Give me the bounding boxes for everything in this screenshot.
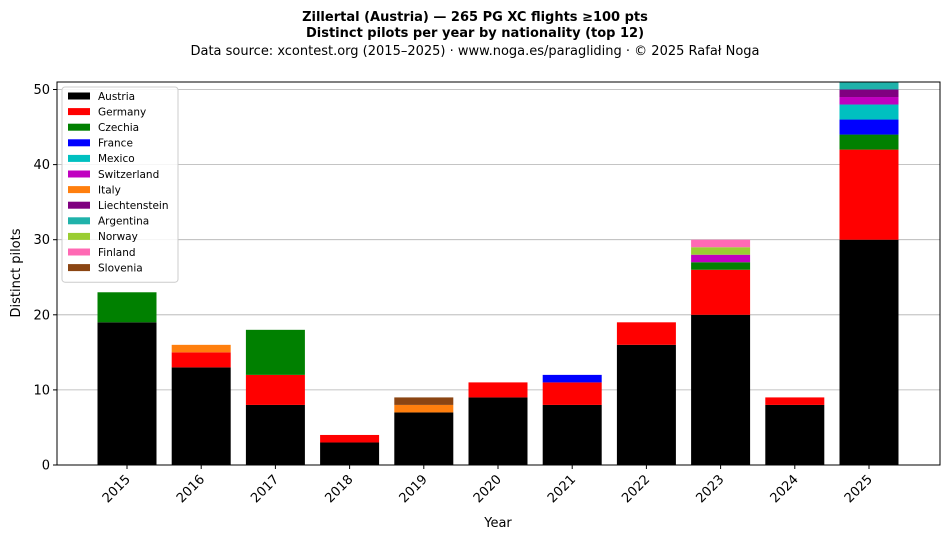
x-tick-label: 2022 [619,472,653,506]
legend-entry: Norway [98,231,138,243]
legend-swatch [68,248,90,256]
x-tick-label: 2019 [397,472,431,506]
bar-segment-austria-2023 [691,314,751,465]
bar-segment-italy-2019 [394,404,454,413]
y-tick-label: 0 [42,459,50,474]
bar-segment-austria-2020 [468,397,528,465]
bar-segment-austria-2015 [97,322,157,465]
legend-box [61,86,179,283]
bars-group [97,82,899,465]
bar-segment-germany-2024 [765,397,825,405]
bar-segment-czechia-2025 [839,134,899,150]
x-tick-label: 2025 [842,472,876,506]
bar-segment-italy-2016 [171,344,231,353]
bar-segment-czechia-2023 [691,262,751,270]
x-axis-ticks: 2015 2016 2017 2018 2019 2020 2021 2022 2023 2024… [100,465,876,506]
x-tick-label: 2020 [471,472,505,506]
x-tick-label: 2017 [248,472,282,506]
legend-swatch [68,92,90,100]
x-tick-label: 2016 [174,472,208,506]
x-tick-label: 2015 [100,472,134,506]
bar-segment-norway-2023 [691,247,751,255]
legend-entry: Switzerland [98,169,159,181]
x-tick-label: 2023 [693,472,727,506]
legend-entry: Italy [98,184,121,196]
y-tick-label: 10 [33,383,50,398]
bar-segment-france-2025 [839,119,899,135]
legend-swatch [68,154,90,162]
bar-segment-finland-2023 [691,239,751,248]
y-tick-label: 50 [33,83,50,98]
legend-swatch [68,186,90,194]
bar-segment-austria-2017 [245,404,305,465]
bar-segment-austria-2018 [320,442,380,465]
x-tick-label: 2018 [322,472,356,506]
legend-entry: Austria [98,91,135,103]
bar-segment-liechtenstein-2025 [839,89,899,98]
bar-segment-austria-2025 [839,239,899,465]
bar-segment-mexico-2025 [839,104,899,120]
y-tick-label: 40 [33,158,50,173]
bar-segment-germany-2022 [616,322,676,345]
bar-segment-czechia-2015 [97,292,157,323]
bar-segment-germany-2025 [839,149,899,240]
bar-segment-germany-2017 [245,374,305,405]
x-axis-label: Year [483,516,512,531]
grid-lines [57,89,940,391]
bar-segment-austria-2021 [542,404,602,465]
legend-swatch [68,217,90,225]
legend-swatch [68,123,90,131]
bar-segment-czechia-2017 [245,329,305,375]
bar-segment-germany-2016 [171,352,231,368]
legend-swatch [68,108,90,116]
bar-segment-germany-2023 [691,269,751,315]
legend-entry: Czechia [98,122,139,134]
bar-segment-germany-2020 [468,382,528,398]
y-axis-label: Distinct pilots [9,228,24,317]
bar-segment-argentina-2025 [839,82,899,90]
bar-segment-switzerland-2025 [839,97,899,105]
bar-segment-germany-2018 [320,434,380,443]
bar-segment-switzerland-2023 [691,254,751,263]
y-tick-label: 30 [33,233,50,248]
legend-entry: France [98,138,133,150]
chart-title-line1: Zillertal (Austria) — 265 PG XC flights … [302,10,648,25]
y-axis-ticks: 0 10 20 30 40 50 [33,83,57,474]
legend-entry: Mexico [98,153,135,165]
bar-segment-slovenia-2019 [394,397,454,405]
legend-entry: Finland [98,247,136,259]
legend-swatch [68,170,90,178]
chart-subtitle: Data source: xcontest.org (2015–2025) · … [190,44,759,59]
legend: Austria Germany Czechia France Mexico Switzer… [61,86,179,283]
bar-segment-austria-2024 [765,404,825,465]
x-tick-label: 2021 [545,472,579,506]
legend-entry: Germany [98,106,146,118]
legend-entry: Liechtenstein [98,200,169,212]
bar-segment-austria-2016 [171,367,231,465]
y-tick-label: 20 [33,308,50,323]
chart-title-line2: Distinct pilots per year by nationality … [306,26,644,41]
bar-segment-austria-2019 [394,412,454,465]
x-tick-label: 2024 [768,472,802,506]
legend-entry: Argentina [98,216,149,228]
legend-swatch [68,201,90,209]
legend-swatch [68,139,90,147]
bar-segment-germany-2021 [542,382,602,405]
bar-segment-france-2021 [542,374,602,383]
bar-segment-austria-2022 [616,344,676,465]
legend-swatch [68,264,90,272]
legend-entry: Slovenia [98,262,143,274]
legend-swatch [68,232,90,240]
